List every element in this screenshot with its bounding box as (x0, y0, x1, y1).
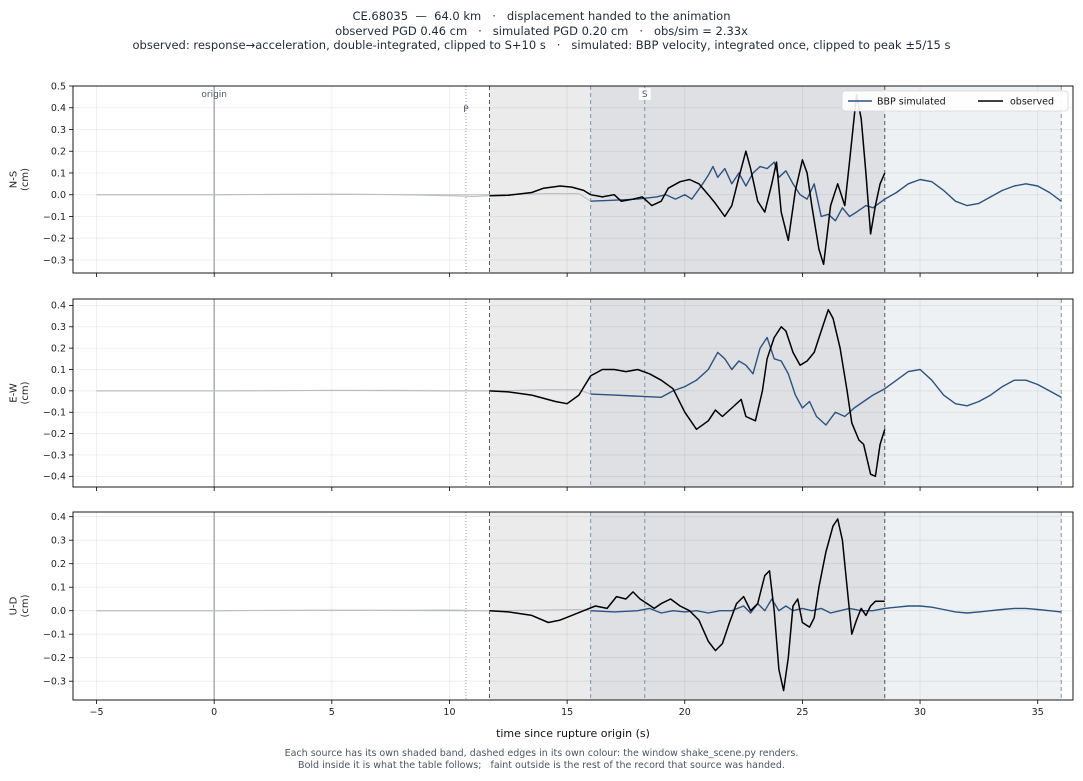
y-tick-label: 0.3 (51, 125, 66, 136)
x-tick-label: −5 (90, 707, 104, 718)
panel-3: −0.3 −0.2 −0.1 0.0 0.1 0.2 0.3 0.4 −5 0 5 10 15 20 25 3… (9, 511, 1074, 718)
y-tick-label: −0.3 (43, 677, 66, 688)
y-tick-label: 0.1 (51, 168, 66, 179)
figure-footer: Each source has its own shaded band, das… (0, 748, 1083, 772)
legend-label-simulated: BBP simulated (877, 97, 946, 108)
y-tick-label: 0.1 (51, 583, 66, 594)
y-tick-label: −0.2 (43, 653, 66, 664)
s-label: S (642, 90, 648, 100)
y-axis-label-line: U-D (9, 596, 20, 615)
legend-box (841, 90, 1069, 112)
x-tick-label: 20 (679, 707, 691, 718)
observed-trace-faint (96, 389, 490, 392)
y-tick-label: −0.4 (43, 472, 66, 483)
overlap-window-band (590, 512, 885, 700)
x-axis-label: time since rupture origin (s) (496, 727, 650, 740)
y-axis-label-line: (cm) (20, 381, 31, 404)
simulated-trace (590, 336, 1062, 426)
origin-label: origin (201, 90, 227, 100)
footer-note-1: Each source has its own shaded band, das… (284, 748, 799, 759)
station-title: CE.68035 — 64.0 km · displacement handed… (352, 9, 731, 23)
panel-frame (72, 298, 1074, 488)
y-tick-label: 0.0 (51, 606, 66, 617)
observed-trace (489, 93, 886, 266)
y-tick-label: −0.3 (43, 450, 66, 461)
y-tick-label: 0.2 (51, 559, 66, 570)
y-axis-label-line: (cm) (20, 594, 31, 617)
y-tick-label: 0.2 (51, 147, 66, 158)
y-tick-label: 0.2 (51, 343, 66, 354)
panel-1: −0.3 −0.2 −0.1 0.0 0.1 0.2 0.3 0.4 0.5 N-S(cm) ori… (9, 81, 1074, 277)
x-tick-label: 15 (561, 707, 573, 718)
y-tick-label: −0.1 (43, 408, 66, 419)
legend: BBP simulated observed (841, 90, 1069, 112)
y-tick-label: 0.0 (51, 386, 66, 397)
y-tick-label: −0.2 (43, 429, 66, 440)
simulated-trace (590, 598, 1062, 614)
panel-frame (72, 511, 1074, 701)
y-tick-label: −0.2 (43, 234, 66, 245)
panel-frame (72, 85, 1074, 274)
legend-label-observed: observed (1010, 97, 1054, 108)
processing-notes: observed: response→acceleration, double-… (132, 38, 951, 52)
x-tick-label: 30 (914, 707, 926, 718)
y-tick-label: −0.1 (43, 630, 66, 641)
pgd-summary: observed PGD 0.46 cm · simulated PGD 0.2… (335, 23, 748, 38)
footer-note-2: Bold inside it is what the table follows… (298, 760, 785, 771)
y-tick-label: −0.1 (43, 212, 66, 223)
y-axis-label-line: (cm) (20, 168, 31, 191)
simulated-trace (590, 161, 1062, 222)
s-label-box (638, 88, 651, 100)
observed-trace (489, 518, 885, 692)
y-tick-label: 0.4 (51, 301, 66, 312)
panel-2: −0.4 −0.3 −0.2 −0.1 0.0 0.1 0.2 0.3 0.4 E-W(cm) (9, 298, 1074, 491)
x-tick-label: 0 (211, 707, 217, 718)
y-axis-label-line: N-S (9, 171, 20, 188)
y-axis-label: N-S(cm) (9, 168, 32, 191)
x-tick-label: 25 (796, 707, 808, 718)
y-tick-label: 0.0 (51, 190, 66, 201)
observed-trace-faint (96, 193, 490, 198)
y-tick-label: −0.3 (43, 255, 66, 266)
y-axis-label: U-D(cm) (9, 594, 32, 617)
figure-header: CE.68035 — 64.0 km · displacement handed… (0, 9, 1083, 53)
y-tick-label: 0.4 (51, 512, 66, 523)
overlap-window-band (590, 299, 885, 487)
y-tick-label: 0.3 (51, 536, 66, 547)
y-axis-label: E-W(cm) (9, 381, 32, 404)
y-tick-label: 0.1 (51, 365, 66, 376)
observed-trace-faint (96, 609, 490, 612)
x-tick-label: 10 (443, 707, 455, 718)
y-tick-label: 0.3 (51, 322, 66, 333)
x-tick-label: 35 (1032, 707, 1044, 718)
p-label: P (463, 105, 469, 115)
y-tick-label: 0.5 (51, 81, 66, 92)
observed-trace (489, 308, 886, 478)
x-tick-label: 5 (329, 707, 335, 718)
y-axis-label-line: E-W (9, 383, 20, 403)
y-tick-label: 0.4 (51, 103, 66, 114)
